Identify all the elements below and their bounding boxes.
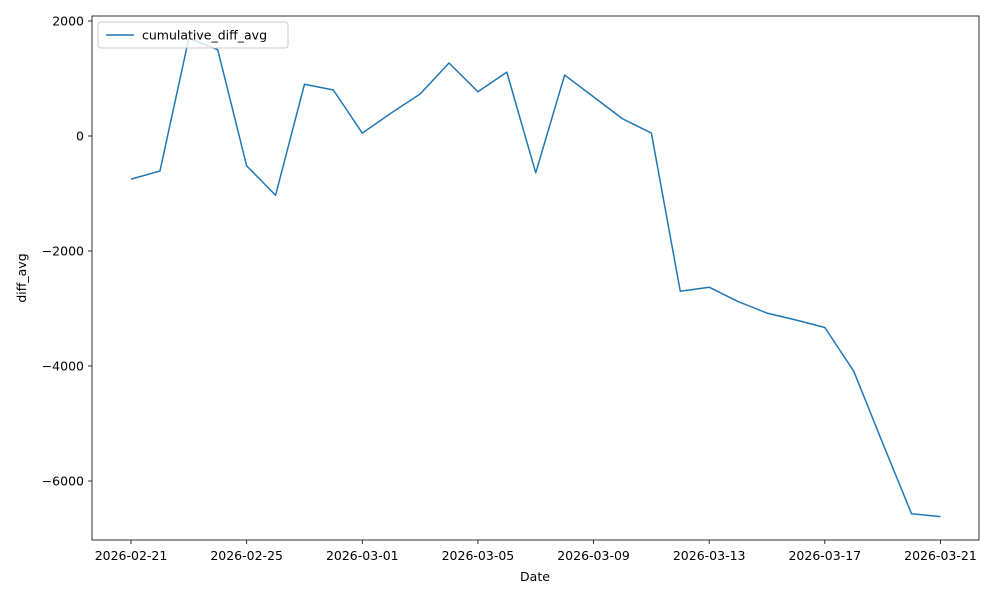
x-tick-label: 2026-03-21 <box>904 548 977 563</box>
y-tick-label: 0 <box>76 129 84 144</box>
line <box>130 37 941 518</box>
plot-frame <box>91 15 980 541</box>
x-tick-label: 2026-03-05 <box>442 548 515 563</box>
x-tick-label: 2026-03-17 <box>788 548 861 563</box>
x-tick-label: 2026-03-01 <box>326 548 399 563</box>
y-tick-label: −2000 <box>42 244 84 259</box>
y-tick-label: −4000 <box>42 359 84 374</box>
x-axis-label: Date <box>520 569 550 584</box>
x-tick-label: 2026-03-09 <box>557 548 630 563</box>
y-tick-label: 2000 <box>52 14 84 29</box>
legend-label: cumulative_diff_avg <box>142 28 267 43</box>
x-tick-label: 2026-02-21 <box>95 548 168 563</box>
y-axis-label: diff_avg <box>14 253 29 302</box>
y-tick-label: −6000 <box>42 474 84 489</box>
x-tick-label: 2026-02-25 <box>210 548 283 563</box>
legend-box <box>97 21 289 49</box>
x-tick-label: 2026-03-13 <box>673 548 746 563</box>
